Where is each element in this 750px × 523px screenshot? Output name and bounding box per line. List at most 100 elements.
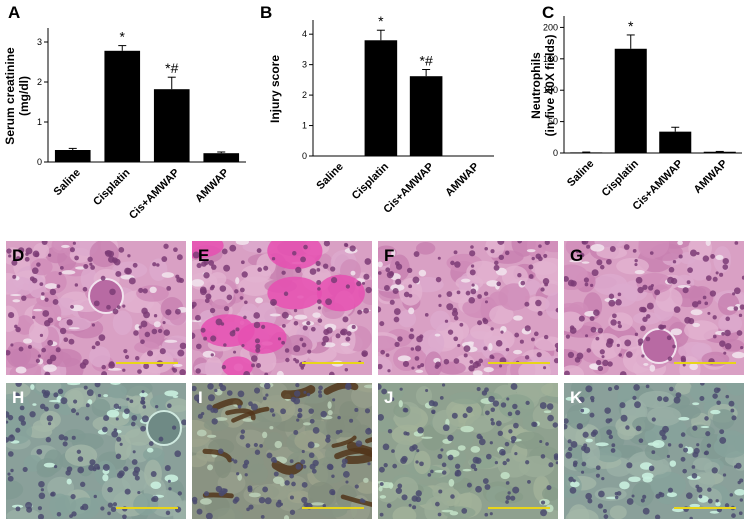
lumen bbox=[642, 476, 653, 483]
nucleus bbox=[243, 459, 250, 466]
nucleus bbox=[482, 318, 489, 325]
category-label: Cisplatin bbox=[350, 161, 392, 203]
nucleus bbox=[465, 290, 471, 296]
significance-marker: *# bbox=[165, 60, 178, 76]
lumen bbox=[139, 392, 148, 398]
nucleus bbox=[239, 296, 244, 300]
nucleus bbox=[513, 422, 519, 429]
nucleus bbox=[402, 407, 408, 413]
nucleus bbox=[18, 346, 24, 352]
lumen bbox=[570, 481, 580, 488]
nucleus bbox=[101, 364, 106, 370]
tubule bbox=[489, 305, 514, 325]
nucleus bbox=[451, 412, 458, 419]
nucleus bbox=[361, 281, 366, 285]
nucleus bbox=[29, 411, 36, 418]
lumen bbox=[379, 495, 387, 499]
nucleus bbox=[619, 371, 627, 375]
nucleus bbox=[728, 400, 735, 407]
nucleus bbox=[637, 286, 644, 294]
nucleus bbox=[585, 492, 592, 500]
nucleus bbox=[95, 340, 101, 347]
nucleus bbox=[684, 316, 691, 324]
lumen bbox=[581, 261, 590, 264]
tubule bbox=[393, 476, 419, 501]
neutrophil-stain bbox=[365, 437, 372, 444]
nucleus bbox=[295, 463, 302, 470]
micrograph-g: G bbox=[564, 241, 744, 375]
nucleus bbox=[171, 425, 177, 430]
nucleus bbox=[702, 295, 707, 300]
lumen bbox=[449, 511, 459, 516]
nucleus bbox=[603, 514, 609, 519]
tubule bbox=[439, 361, 466, 375]
nucleus bbox=[614, 495, 619, 500]
nucleus bbox=[112, 308, 119, 315]
nucleus bbox=[379, 512, 384, 517]
nucleus bbox=[450, 494, 455, 499]
nucleus bbox=[107, 502, 114, 508]
nucleus bbox=[524, 355, 530, 360]
nucleus bbox=[345, 284, 350, 289]
nucleus bbox=[709, 290, 717, 297]
nucleus bbox=[666, 454, 670, 458]
nucleus bbox=[144, 331, 151, 338]
tubule bbox=[91, 398, 111, 417]
he-stained-tissue-image bbox=[564, 241, 744, 375]
nucleus bbox=[303, 244, 308, 250]
nucleus bbox=[226, 294, 233, 301]
nucleus bbox=[197, 413, 203, 419]
nucleus bbox=[599, 349, 605, 355]
nucleus bbox=[192, 332, 196, 339]
nucleus bbox=[44, 371, 51, 375]
nucleus bbox=[651, 450, 656, 455]
nucleus bbox=[564, 423, 568, 430]
nucleus bbox=[667, 276, 675, 284]
nucleus bbox=[152, 262, 157, 267]
nucleus bbox=[637, 338, 644, 345]
y-axis-label: Injury score bbox=[268, 55, 282, 123]
nucleus bbox=[243, 315, 247, 320]
tubule bbox=[718, 313, 743, 334]
nucleus bbox=[731, 513, 736, 519]
nucleus bbox=[10, 468, 14, 473]
panel-label: C bbox=[542, 3, 555, 22]
nucleus bbox=[123, 408, 130, 415]
nucleus bbox=[340, 328, 348, 336]
nucleus bbox=[667, 487, 674, 493]
lumen bbox=[363, 384, 372, 389]
nucleus bbox=[412, 276, 420, 284]
tubule bbox=[644, 442, 669, 461]
nucleus bbox=[335, 429, 341, 435]
lumen bbox=[363, 477, 369, 483]
tubule bbox=[452, 430, 474, 449]
nucleus bbox=[128, 277, 136, 285]
lumen bbox=[472, 370, 483, 375]
nucleus bbox=[430, 469, 434, 474]
nucleus bbox=[343, 242, 348, 247]
nucleus bbox=[411, 366, 415, 370]
tubule bbox=[712, 409, 735, 430]
nucleus bbox=[317, 306, 322, 310]
nucleus bbox=[525, 460, 530, 465]
nucleus bbox=[179, 369, 186, 375]
nucleus bbox=[70, 494, 76, 500]
nucleus bbox=[680, 456, 686, 462]
lumen bbox=[32, 403, 37, 406]
nucleus bbox=[504, 250, 510, 256]
nucleus bbox=[66, 319, 73, 326]
glomerulus bbox=[146, 410, 182, 446]
nucleus bbox=[264, 497, 272, 505]
nucleus bbox=[386, 271, 394, 279]
nucleus bbox=[607, 361, 613, 367]
nucleus bbox=[615, 299, 622, 306]
lumen bbox=[727, 306, 736, 311]
nucleus bbox=[111, 430, 119, 438]
nucleus bbox=[253, 442, 258, 448]
nucleus bbox=[127, 254, 131, 258]
nucleus bbox=[277, 499, 282, 504]
nucleus bbox=[233, 459, 238, 464]
nucleus bbox=[475, 360, 479, 365]
nucleus bbox=[177, 491, 182, 496]
nucleus bbox=[47, 339, 54, 346]
